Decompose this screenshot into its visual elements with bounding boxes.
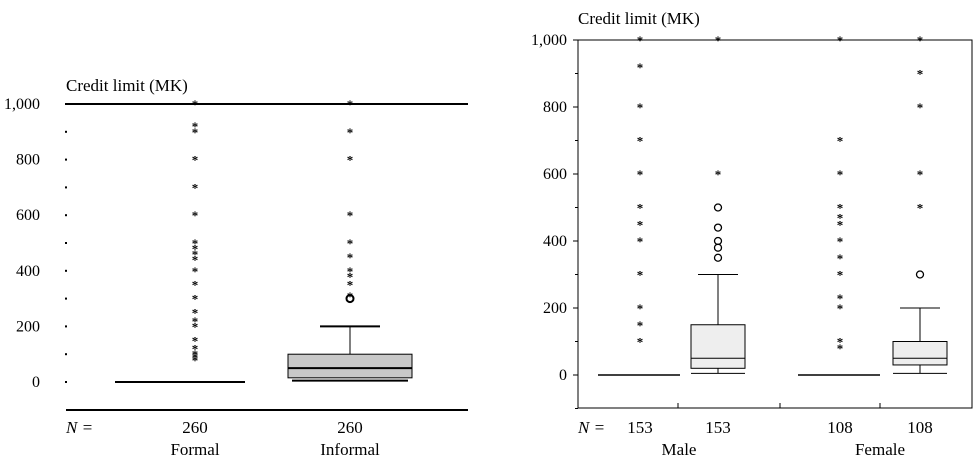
right-extreme-point: * bbox=[837, 335, 844, 350]
left-ytick-mark bbox=[65, 159, 67, 161]
right-extreme-point: * bbox=[637, 335, 644, 350]
left-n-label: N = bbox=[65, 418, 93, 437]
right-outlier-point bbox=[917, 271, 924, 278]
left-extreme-point: * bbox=[347, 250, 354, 265]
right-extreme-point: * bbox=[837, 134, 844, 149]
left-minor-tick bbox=[65, 353, 67, 355]
right-extreme-point: * bbox=[917, 201, 924, 216]
right-outlier-point bbox=[715, 238, 722, 245]
right-extreme-point: * bbox=[715, 167, 722, 182]
right-extreme-point: * bbox=[637, 167, 644, 182]
left-ytick-label: 600 bbox=[16, 207, 40, 224]
left-ytick-label: 200 bbox=[16, 318, 40, 335]
left-extreme-point: * bbox=[192, 153, 199, 168]
left-extreme-point: * bbox=[347, 97, 354, 112]
right-extreme-point: * bbox=[637, 234, 644, 249]
right-extreme-point: * bbox=[837, 251, 844, 266]
right-ytick-label: 0 bbox=[559, 367, 567, 384]
right-outlier-point bbox=[715, 244, 722, 251]
left-extreme-point: * bbox=[192, 180, 199, 195]
right-extreme-point: * bbox=[637, 100, 644, 115]
left-minor-tick bbox=[65, 186, 67, 188]
left-extreme-point: * bbox=[192, 97, 199, 112]
right-n-value: 108 bbox=[827, 418, 853, 437]
right-extreme-point: * bbox=[715, 33, 722, 48]
left-minor-tick bbox=[65, 131, 67, 133]
left-ytick-mark bbox=[65, 381, 67, 383]
left-ytick-mark bbox=[65, 214, 67, 216]
left-extreme-point: * bbox=[192, 333, 199, 348]
right-ylabel: Credit limit (MK) bbox=[578, 9, 700, 28]
right-outlier-point bbox=[715, 254, 722, 261]
right-n-value: 153 bbox=[705, 418, 731, 437]
right-extreme-point: * bbox=[637, 201, 644, 216]
left-ytick-mark bbox=[65, 270, 67, 272]
left-extreme-point: * bbox=[192, 119, 199, 134]
left-extreme-point: * bbox=[192, 278, 199, 293]
right-extreme-point: * bbox=[837, 33, 844, 48]
right-extreme-point: * bbox=[917, 67, 924, 82]
right-extreme-point: * bbox=[637, 217, 644, 232]
right-extreme-point: * bbox=[637, 33, 644, 48]
left-extreme-point: * bbox=[347, 153, 354, 168]
right-category-label: Female bbox=[855, 440, 905, 459]
right-extreme-point: * bbox=[917, 100, 924, 115]
right-extreme-point: * bbox=[637, 301, 644, 316]
right-outlier-point bbox=[715, 204, 722, 211]
right-extreme-point: * bbox=[637, 268, 644, 283]
left-extreme-point: * bbox=[347, 264, 354, 279]
right-n-label: N = bbox=[577, 418, 605, 437]
left-extreme-point: * bbox=[347, 125, 354, 140]
right-outlier-point bbox=[715, 224, 722, 231]
right-category-label: Male bbox=[662, 440, 697, 459]
right-ytick-label: 1,000 bbox=[531, 32, 567, 49]
left-extreme-point: * bbox=[192, 306, 199, 321]
left-ylabel: Credit limit (MK) bbox=[66, 76, 188, 95]
chart-marks: 0 200 400 600 800 1,000 260 Formal * * * * * * * * * * * * *… bbox=[4, 32, 972, 459]
right-extreme-point: * bbox=[837, 201, 844, 216]
right-ytick-label: 400 bbox=[543, 233, 567, 250]
left-ytick-label: 400 bbox=[16, 263, 40, 280]
left-extreme-point: * bbox=[192, 236, 199, 251]
right-extreme-point: * bbox=[837, 268, 844, 283]
left-category-label: Informal bbox=[320, 440, 380, 459]
left-n-value: 260 bbox=[337, 418, 363, 437]
left-extreme-point: * bbox=[347, 208, 354, 223]
left-box bbox=[288, 354, 412, 378]
left-ytick-mark bbox=[65, 103, 67, 105]
left-extreme-point: * bbox=[192, 292, 199, 307]
right-extreme-point: * bbox=[837, 234, 844, 249]
left-ytick-label: 800 bbox=[16, 152, 40, 169]
left-category-label: Formal bbox=[170, 440, 219, 459]
right-ytick-label: 800 bbox=[543, 99, 567, 116]
left-minor-tick bbox=[65, 242, 67, 244]
right-n-value: 153 bbox=[627, 418, 653, 437]
left-extreme-point: * bbox=[192, 208, 199, 223]
right-extreme-point: * bbox=[917, 167, 924, 182]
left-extreme-point: * bbox=[347, 236, 354, 251]
right-ytick-label: 600 bbox=[543, 166, 567, 183]
left-n-value: 260 bbox=[182, 418, 208, 437]
right-box bbox=[893, 342, 947, 365]
left-ytick-label: 1,000 bbox=[4, 96, 40, 113]
right-box bbox=[691, 325, 745, 369]
left-minor-tick bbox=[65, 298, 67, 300]
left-ytick-mark bbox=[65, 325, 67, 327]
right-extreme-point: * bbox=[637, 60, 644, 75]
right-extreme-point: * bbox=[837, 167, 844, 182]
right-extreme-point: * bbox=[637, 134, 644, 149]
right-extreme-point: * bbox=[837, 291, 844, 306]
left-ytick-label: 0 bbox=[32, 374, 40, 391]
right-n-value: 108 bbox=[907, 418, 933, 437]
right-ytick-label: 200 bbox=[543, 300, 567, 317]
right-extreme-point: * bbox=[637, 318, 644, 333]
right-extreme-point: * bbox=[917, 33, 924, 48]
